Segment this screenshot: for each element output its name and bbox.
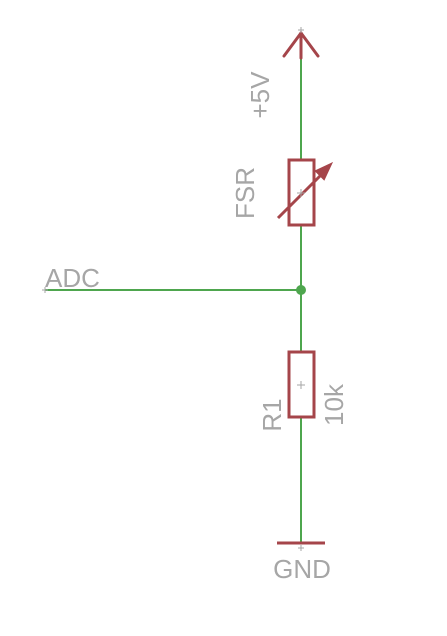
r1-symbol: [287, 350, 316, 419]
adc-label: ADC: [45, 263, 100, 293]
r1-name-label: R1: [257, 398, 287, 431]
origin-marks: [42, 27, 305, 551]
r1-value-label: 10k: [319, 383, 349, 426]
gnd-label: GND: [273, 554, 331, 584]
origin-mark-gnd: [298, 545, 304, 551]
junction-dot: [296, 285, 306, 295]
fsr-label: FSR: [230, 167, 260, 219]
origin-mark-adc: [42, 287, 48, 293]
fsr-variable-arrow-head: [314, 161, 334, 181]
wires: [45, 38, 302, 542]
vcc-label: +5V: [245, 71, 275, 119]
fsr-body: [287, 158, 316, 227]
origin-mark-vcc: [298, 27, 304, 33]
fsr-variable-arrow-line: [276, 168, 328, 220]
vcc-symbol: [282, 31, 320, 60]
origin-mark-r1: [297, 381, 305, 389]
r1-body: [287, 350, 316, 419]
fsr-symbol: [276, 158, 334, 227]
origin-mark-fsr: [297, 189, 305, 197]
